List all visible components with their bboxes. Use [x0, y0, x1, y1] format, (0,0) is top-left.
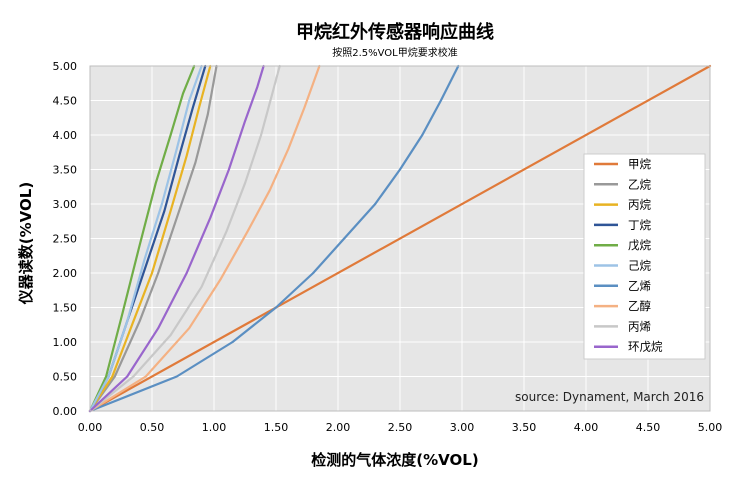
series-line-1 — [88, 64, 712, 413]
x-tick-label: 1.50 — [264, 421, 289, 434]
series-line-6 — [88, 64, 203, 413]
y-tick-label: 2.50 — [53, 233, 78, 246]
y-tick-label: 4.00 — [53, 129, 78, 142]
y-tick-label: 4.50 — [53, 95, 78, 108]
y-axis-label: 仪器读数(%VOL) — [17, 182, 35, 305]
x-tick-label: 0.00 — [78, 421, 103, 434]
series-line-2 — [88, 64, 218, 413]
plot-border — [89, 65, 711, 412]
x-tick-label: 1.00 — [202, 421, 227, 434]
legend-label: 环戊烷 — [628, 340, 663, 354]
legend-label: 丙烯 — [628, 319, 651, 333]
y-tick-label: 2.00 — [53, 267, 78, 280]
legend-label: 乙烷 — [628, 177, 651, 191]
x-tick-label: 4.00 — [574, 421, 599, 434]
x-tick-label: 3.00 — [450, 421, 475, 434]
legend-label: 己烷 — [628, 259, 651, 273]
y-tick-label: 3.00 — [53, 198, 78, 211]
y-tick-label: 5.00 — [53, 60, 78, 73]
y-tick-label: 0.50 — [53, 371, 78, 384]
x-axis-ticks: 0.00 0.50 1.00 1.50 2.00 2.50 3.00 3.50 4.00 4.50… — [78, 421, 723, 434]
legend-label: 戊烷 — [628, 238, 651, 252]
chart-subtitle: 按照2.5%VOL甲烷要求校准 — [332, 46, 458, 59]
x-tick-label: 5.00 — [698, 421, 723, 434]
series-line-3 — [88, 64, 212, 413]
legend-label: 乙醇 — [628, 299, 651, 313]
legend-label: 丁烷 — [628, 218, 651, 232]
series-line-8 — [88, 64, 321, 413]
legend-label: 甲烷 — [628, 157, 651, 171]
series-line-7 — [88, 64, 460, 413]
x-tick-label: 3.50 — [512, 421, 537, 434]
legend-label: 乙烯 — [628, 279, 651, 293]
x-tick-label: 2.50 — [388, 421, 413, 434]
y-tick-label: 3.50 — [53, 164, 78, 177]
legend-box — [583, 153, 706, 360]
x-axis-label: 检测的气体浓度(%VOL) — [311, 451, 478, 469]
x-tick-label: 4.50 — [636, 421, 661, 434]
y-tick-label: 1.00 — [53, 336, 78, 349]
chart-title: 甲烷红外传感器响应曲线 — [296, 21, 494, 43]
y-axis-ticks: 0.00 0.50 1.00 1.50 2.00 2.50 3.00 3.50 4.00 4.50… — [53, 60, 78, 418]
y-tick-label: 0.00 — [53, 405, 78, 418]
x-tick-label: 2.00 — [326, 421, 351, 434]
x-tick-label: 0.50 — [140, 421, 165, 434]
series-line-10 — [88, 64, 265, 413]
source-note: source: Dynament, March 2016 — [515, 390, 704, 404]
legend-label: 丙烷 — [628, 198, 651, 212]
series-line-5 — [88, 64, 196, 413]
series-line-9 — [88, 64, 281, 413]
y-tick-label: 1.50 — [53, 302, 78, 315]
series-layer — [88, 64, 712, 413]
